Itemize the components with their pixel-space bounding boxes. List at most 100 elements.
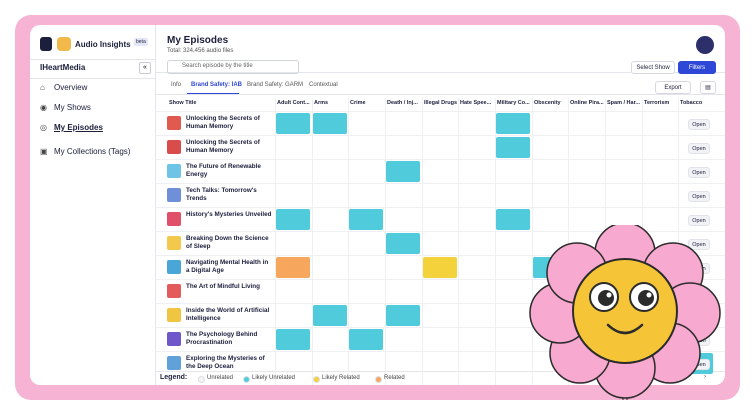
risk-cell [386,305,420,326]
column-header: Terrorism [644,100,670,106]
column-header: Illegal Drugs [424,100,458,106]
legend-swatch [198,376,205,383]
column-divider [275,98,276,385]
nav-item[interactable]: My Collections (Tags) [54,147,131,156]
risk-cell [313,113,347,134]
next-page[interactable]: › [704,374,706,380]
open-button[interactable]: Open [688,143,710,154]
column-divider [495,98,496,385]
nav-item[interactable]: Overview [54,83,88,92]
tab[interactable]: Info [171,82,182,88]
export-button[interactable]: Export [655,81,691,94]
tab[interactable]: Contextual [309,82,338,88]
thumbnail [167,308,181,322]
episode-title[interactable]: Unlocking the Secrets of Human Memory [186,139,260,154]
column-header: Hate Spee... [460,100,492,106]
episode-title[interactable]: Inside the World of Artificial Intellige… [186,307,270,322]
risk-cell [349,209,383,230]
row-divider [155,279,725,280]
legend-label: Related [384,375,405,381]
columns-button[interactable]: ▤ [700,81,716,94]
select-show-button[interactable]: Select Show [631,61,675,74]
episode-title[interactable]: Tech Talks: Tomorrow's Trends [186,187,257,202]
divider [30,59,155,60]
column-header: Death / Inj... [387,100,418,106]
episode-title[interactable]: History's Mysteries Unveiled [186,211,272,218]
row-divider [155,231,725,232]
legend-title: Legend: [160,374,188,381]
flower-decoration [529,225,721,400]
tab[interactable]: Brand Safety: IAB [191,82,243,88]
app-icon [57,37,71,51]
risk-cell [496,113,530,134]
risk-cell [276,113,310,134]
nav-icon: ⌂ [40,83,45,92]
risk-cell [313,305,347,326]
tab-divider [155,94,725,95]
tab[interactable]: Brand Safety: GARM [247,82,304,88]
footer-divider [155,371,725,372]
search-placeholder: Search episode by the title [182,63,253,69]
thumbnail [167,164,181,178]
episode-title[interactable]: The Future of Renewable Energy [186,163,261,178]
nav-icon: ▣ [40,147,48,156]
episode-title[interactable]: Navigating Mental Health in a Digital Ag… [186,259,269,274]
risk-cell [386,233,420,254]
app-window: Audio Insights beta IHeartMedia « My Epi… [30,25,725,385]
risk-cell [423,257,457,278]
episode-title[interactable]: Unlocking the Secrets of Human Memory [186,115,260,130]
risk-cell [276,209,310,230]
column-header: Tobacco [680,100,703,106]
open-button[interactable]: Open [688,215,710,226]
subtitle: Total: 324,456 audio files [167,48,234,54]
collapse-button[interactable]: « [139,62,151,74]
column-divider [385,98,386,385]
thumbnail [167,236,181,250]
nav-item[interactable]: My Episodes [54,123,103,132]
column-divider [532,98,533,385]
column-divider [678,98,679,385]
thumbnail [167,140,181,154]
open-button[interactable]: Open [688,239,710,250]
filters-button[interactable]: Filters [678,61,716,74]
episode-title[interactable]: The Psychology Behind Procrastination [186,331,258,346]
column-header: Military Co... [497,100,530,106]
open-button[interactable]: Open [688,119,710,130]
column-header: Show Title [169,100,197,106]
column-divider [568,98,569,385]
open-button[interactable]: Open [688,167,710,178]
risk-cell [276,329,310,350]
nav-icon: ◉ [40,103,47,112]
avatar[interactable] [696,36,714,54]
row-divider [155,111,725,112]
row-divider [155,207,725,208]
tab-underline [187,93,239,94]
column-header: Online Pira... [570,100,604,106]
nav-item[interactable]: My Shows [54,103,91,112]
row-divider [155,255,725,256]
risk-cell [496,209,530,230]
column-header: Crime [350,100,366,106]
column-header: Adult Cont... [277,100,310,106]
thumbnail [167,116,181,130]
divider [30,78,155,79]
sidebar [30,25,156,385]
legend-swatch [243,376,250,383]
row-divider [155,327,725,328]
open-button[interactable]: Open [688,191,710,202]
row-divider [155,183,725,184]
legend-label: Likely Unrelated [252,375,296,381]
thumbnail [167,260,181,274]
column-header: Spam / Har... [607,100,641,106]
column-header: Arms [314,100,329,106]
episode-title[interactable]: The Art of Mindful Living [186,283,260,290]
page-title: My Episodes [167,35,229,46]
episode-title[interactable]: Breaking Down the Science of Sleep [186,235,269,250]
row-divider [155,159,725,160]
episode-title[interactable]: Exploring the Mysteries of the Deep Ocea… [186,355,265,370]
search-box[interactable] [167,60,299,74]
legend-label: Unrelated [207,375,234,381]
risk-cell [349,329,383,350]
org-name[interactable]: IHeartMedia [40,63,86,72]
